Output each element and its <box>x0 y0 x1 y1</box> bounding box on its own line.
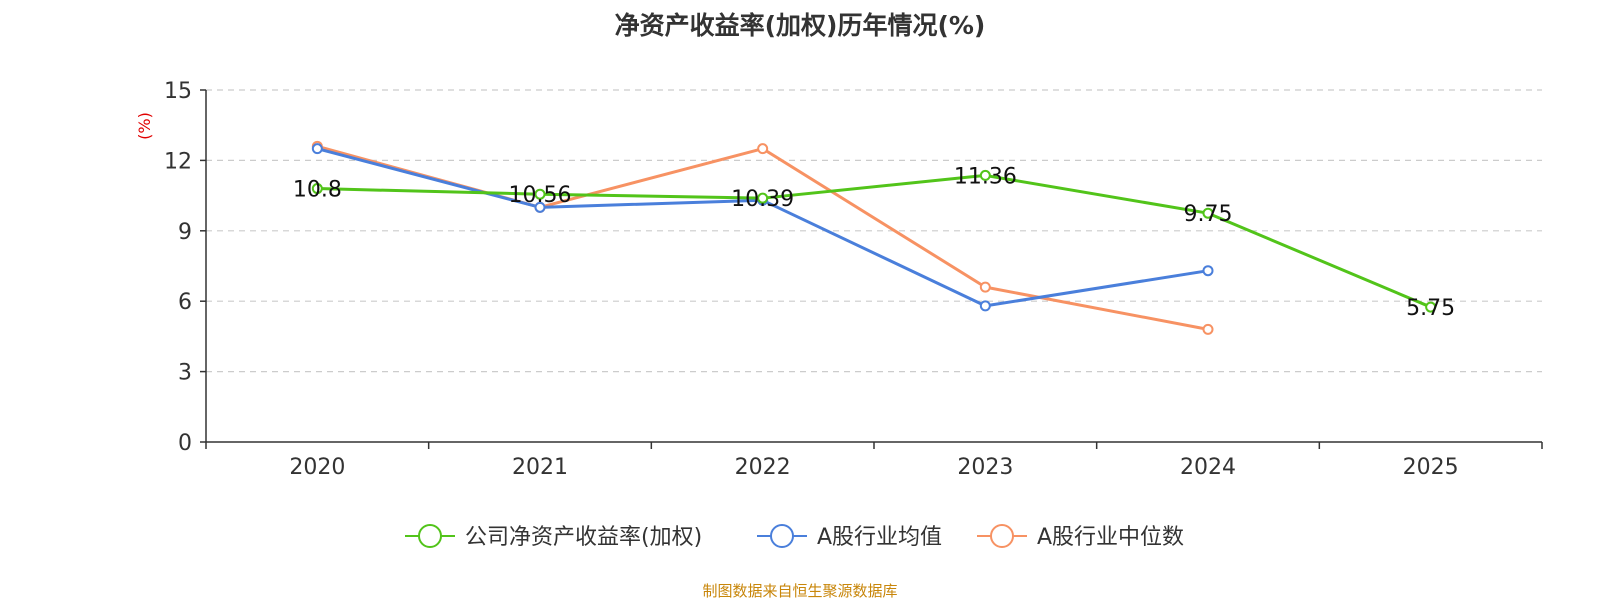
data-label: 10.39 <box>731 187 794 212</box>
series-1-point <box>979 300 991 312</box>
legend-marker <box>418 524 442 548</box>
series-2-point <box>1202 323 1214 335</box>
series-line-1 <box>316 147 1209 308</box>
legend-item[interactable]: A股行业均值 <box>757 524 942 550</box>
legend[interactable]: 公司净资产收益率(加权) A股行业均值 A股行业中位数 <box>405 524 1184 550</box>
series-lines <box>311 140 1437 335</box>
y-tick-label: 12 <box>164 149 192 174</box>
x-tick-label: 2025 <box>1403 455 1459 480</box>
series-0-point <box>1202 207 1214 219</box>
legend-label: A股行业均值 <box>817 525 942 550</box>
chart-title: 净资产收益率(加权)历年情况(%) <box>614 11 986 40</box>
x-tick-label: 2020 <box>289 455 345 480</box>
data-label: 10.56 <box>509 183 572 208</box>
x-tick-label: 2023 <box>957 455 1013 480</box>
data-label: 9.75 <box>1184 202 1233 227</box>
source-note: 制图数据来自恒生聚源数据库 <box>702 582 898 600</box>
legend-item[interactable]: A股行业中位数 <box>977 524 1184 550</box>
data-label: 11.36 <box>954 164 1017 189</box>
x-tick-label: 2021 <box>512 455 568 480</box>
legend-marker <box>990 524 1014 548</box>
axes: 0 3 6 9 12 15 2020 2021 2022 2023 2024 2025 (%) <box>135 79 1543 480</box>
series-1-point <box>534 201 546 213</box>
legend-label: 公司净资产收益率(加权) <box>465 525 702 550</box>
x-tick-label: 2024 <box>1180 455 1236 480</box>
data-labels: 10.8 10.56 10.39 11.36 9.75 5.75 <box>293 164 1455 321</box>
data-label: 5.75 <box>1406 296 1455 321</box>
series-0-point <box>1425 301 1437 313</box>
y-tick-label: 0 <box>178 431 192 456</box>
legend-item[interactable]: 公司净资产收益率(加权) <box>405 524 702 550</box>
series-0-point <box>534 188 546 200</box>
y-tick-label: 9 <box>178 220 192 245</box>
series-0-point <box>979 169 991 181</box>
series-1-point <box>1202 265 1214 277</box>
series-0-point <box>757 192 769 204</box>
legend-marker <box>770 524 794 548</box>
grid-lines <box>206 89 1542 373</box>
y-tick-label: 3 <box>178 361 192 386</box>
series-2-point <box>979 281 991 293</box>
series-line-2 <box>316 144 1209 331</box>
data-label: 10.8 <box>293 178 342 203</box>
y-tick-label: 6 <box>178 290 192 315</box>
series-line-0 <box>317 173 1432 309</box>
y-axis-label: (%) <box>135 112 154 140</box>
x-tick-label: 2022 <box>735 455 791 480</box>
series-2-point <box>757 143 769 155</box>
series-1-point <box>311 143 323 155</box>
series-0-point <box>311 183 323 195</box>
y-tick-label: 15 <box>164 79 192 104</box>
legend-label: A股行业中位数 <box>1037 525 1184 550</box>
